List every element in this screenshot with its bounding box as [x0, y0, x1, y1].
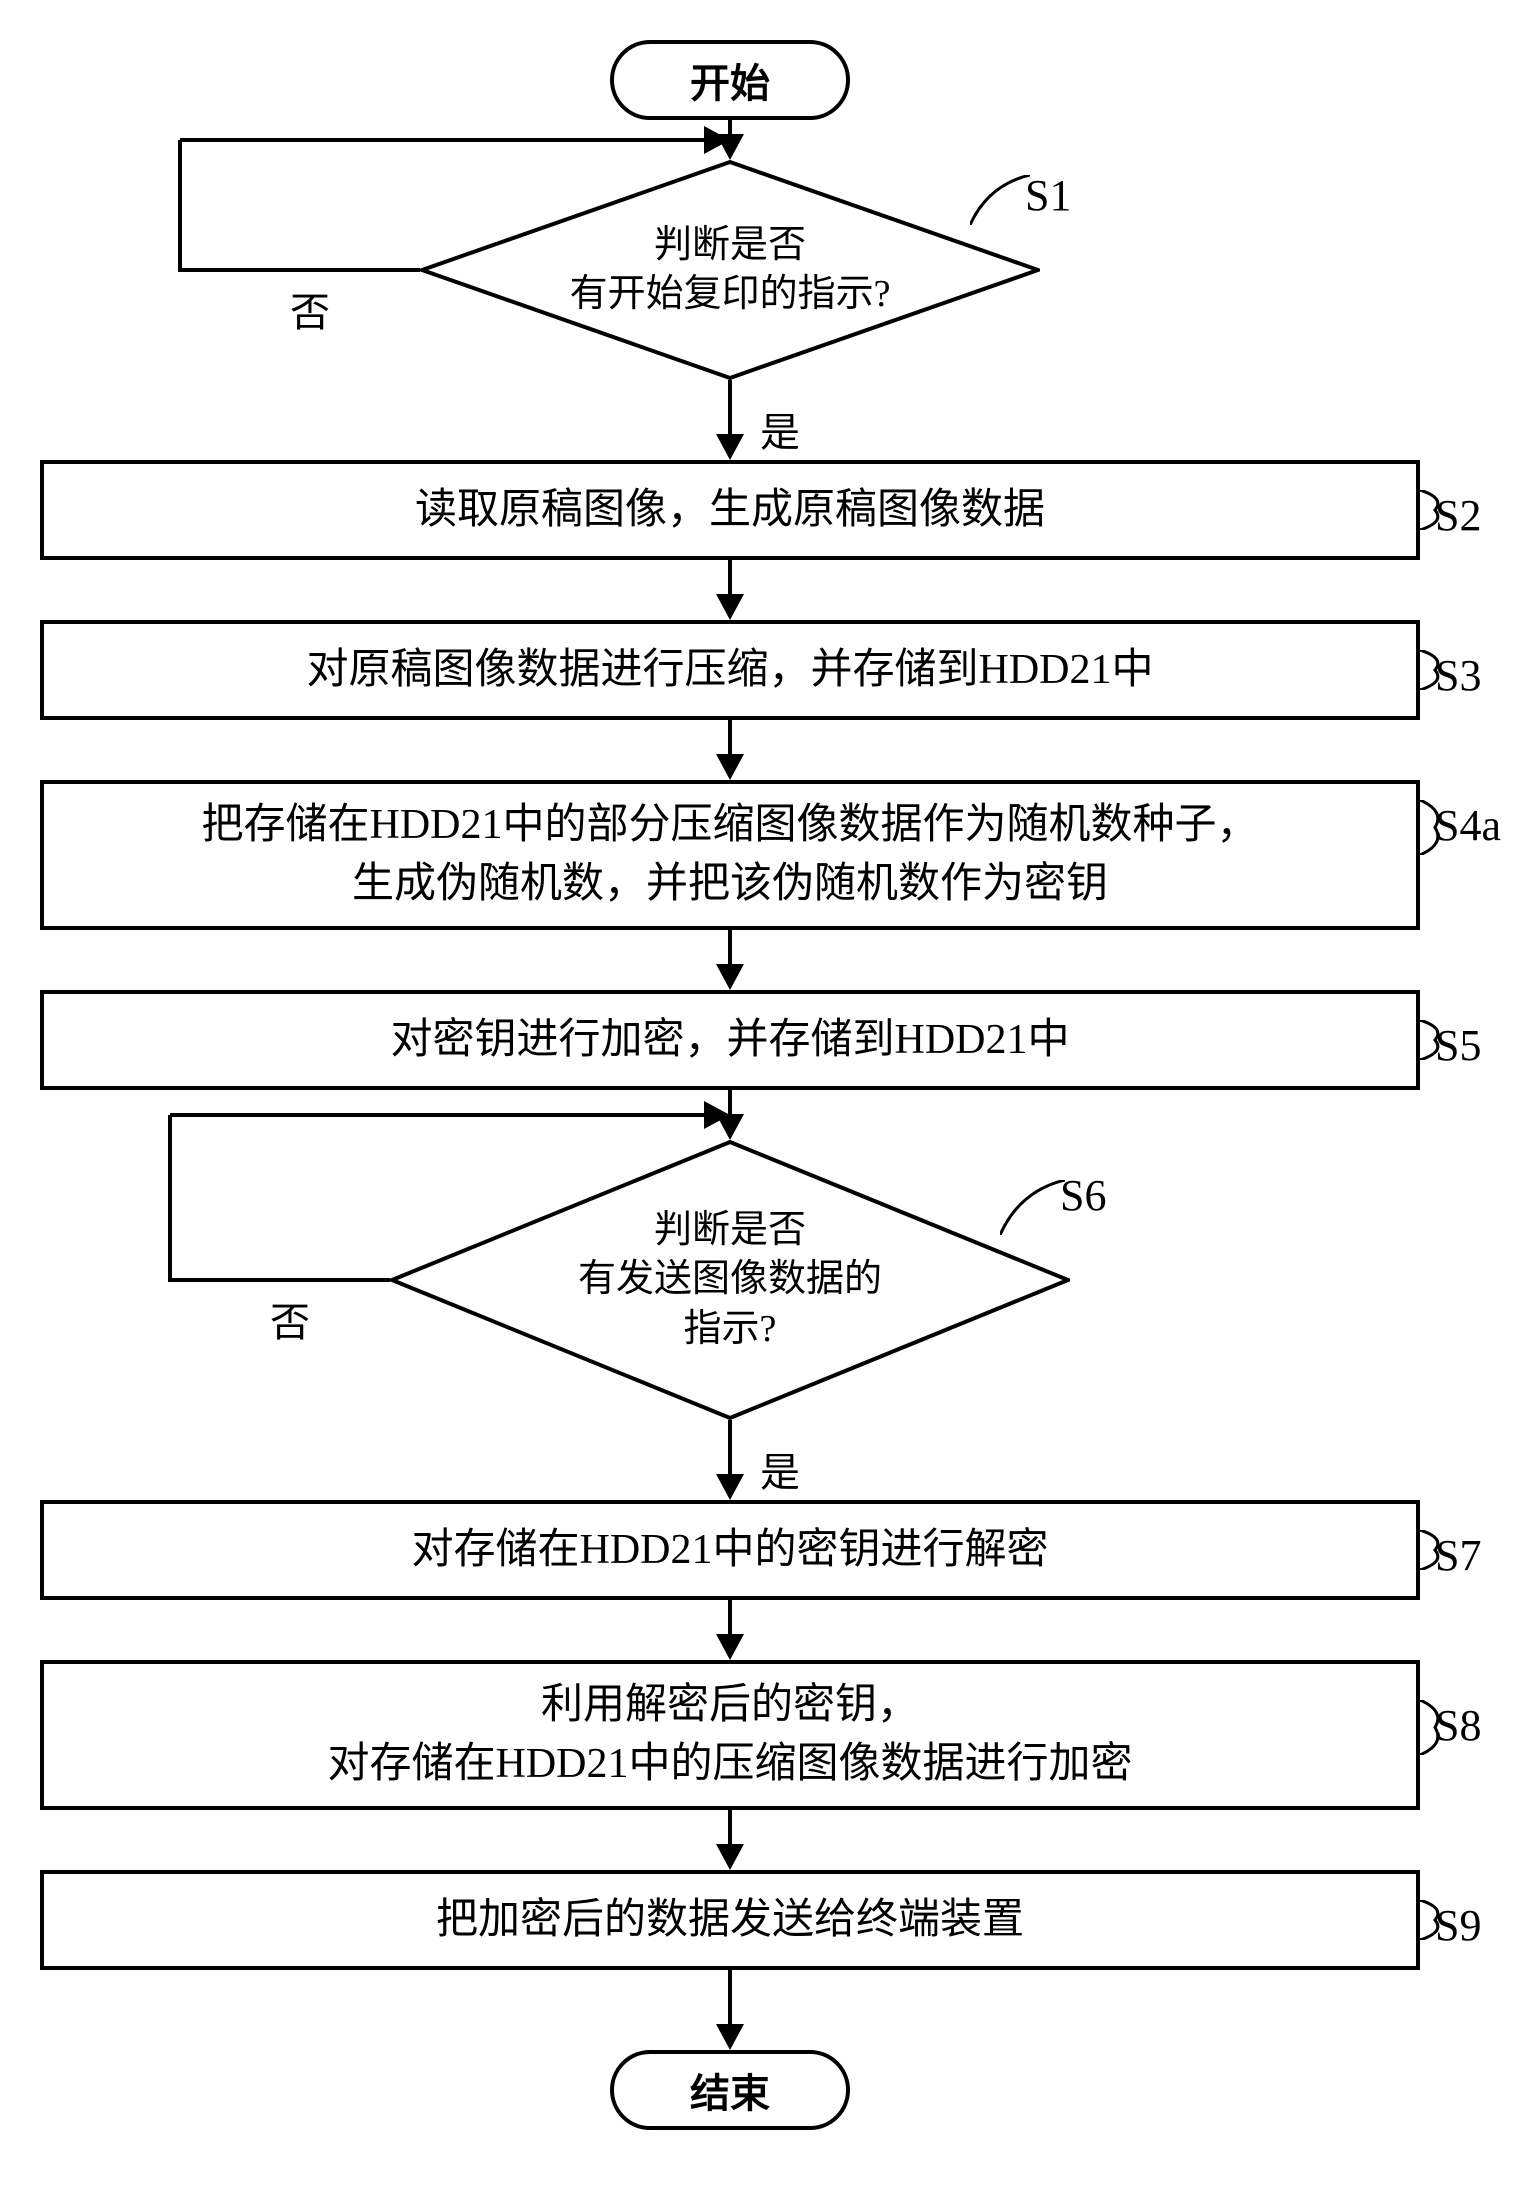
s4a-label: 把存储在HDD21中的部分压缩图像数据作为随机数种子，生成伪随机数，并把该伪随机… [202, 796, 1259, 914]
s8-label: 利用解密后的密钥，对存储在HDD21中的压缩图像数据进行加密 [328, 1676, 1133, 1794]
flowchart-canvas: 开始判断是否有开始复印的指示? 读取原稿图像，生成原稿图像数据对原稿图像数据进行压… [40, 40, 1482, 2164]
s6-label: 判断是否有发送图像数据的指示? [578, 1206, 882, 1354]
end-terminal: 结束 [610, 2050, 850, 2130]
edge-label-8: 否 [270, 1290, 310, 1348]
edge-loop-arrow-2 [704, 126, 730, 154]
label-connector-s3 [1420, 650, 1445, 690]
edge-arrow-7 [716, 1474, 744, 1500]
label-connector-s6 [1000, 1180, 1065, 1235]
edge-line-11 [728, 1970, 732, 2030]
label-connector-s1 [970, 175, 1030, 225]
s7-label: 对存储在HDD21中的密钥进行解密 [412, 1521, 1049, 1580]
edge-loop-v-2 [178, 140, 182, 272]
edge-arrow-9 [716, 1634, 744, 1660]
s3-label: 对原稿图像数据进行压缩，并存储到HDD21中 [307, 641, 1154, 700]
edge-loop-h1-8 [170, 1278, 390, 1282]
label-connector-s9 [1420, 1900, 1445, 1940]
s4a-process: 把存储在HDD21中的部分压缩图像数据作为随机数种子，生成伪随机数，并把该伪随机… [40, 780, 1420, 930]
edge-arrow-4 [716, 754, 744, 780]
label-connector-s7 [1420, 1530, 1445, 1570]
start-label: 开始 [690, 51, 770, 109]
step-label-s6: S6 [1060, 1170, 1106, 1221]
s1-label: 判断是否有开始复印的指示? [570, 221, 891, 320]
edge-loop-h2-2 [180, 138, 710, 142]
s7-process: 对存储在HDD21中的密钥进行解密 [40, 1500, 1420, 1600]
edge-line-7 [728, 1420, 732, 1480]
edge-label-2: 否 [290, 280, 330, 338]
edge-arrow-5 [716, 964, 744, 990]
s1-decision: 判断是否有开始复印的指示? [420, 160, 1040, 380]
edge-arrow-3 [716, 594, 744, 620]
s5-process: 对密钥进行加密，并存储到HDD21中 [40, 990, 1420, 1090]
edge-arrow-10 [716, 1844, 744, 1870]
s8-process: 利用解密后的密钥，对存储在HDD21中的压缩图像数据进行加密 [40, 1660, 1420, 1810]
edge-label-7: 是 [760, 1440, 800, 1498]
label-connector-s4a [1420, 800, 1445, 855]
edge-loop-h1-2 [180, 268, 420, 272]
edge-loop-arrow-8 [704, 1101, 730, 1129]
edge-arrow-11 [716, 2024, 744, 2050]
s3-process: 对原稿图像数据进行压缩，并存储到HDD21中 [40, 620, 1420, 720]
step-label-s1: S1 [1025, 170, 1071, 221]
label-connector-s8 [1420, 1700, 1445, 1755]
edge-arrow-1 [716, 434, 744, 460]
label-connector-s5 [1420, 1020, 1445, 1060]
s2-process: 读取原稿图像，生成原稿图像数据 [40, 460, 1420, 560]
s6-decision: 判断是否有发送图像数据的指示? [390, 1140, 1070, 1420]
edge-loop-v-8 [168, 1115, 172, 1282]
s5-label: 对密钥进行加密，并存储到HDD21中 [391, 1011, 1070, 1070]
edge-loop-h2-8 [170, 1113, 710, 1117]
s9-label: 把加密后的数据发送给终端装置 [436, 1891, 1024, 1950]
start-terminal: 开始 [610, 40, 850, 120]
s9-process: 把加密后的数据发送给终端装置 [40, 1870, 1420, 1970]
edge-line-1 [728, 380, 732, 440]
end-label: 结束 [690, 2061, 770, 2119]
label-connector-s2 [1420, 490, 1445, 530]
s2-label: 读取原稿图像，生成原稿图像数据 [415, 481, 1045, 540]
edge-label-1: 是 [760, 400, 800, 458]
